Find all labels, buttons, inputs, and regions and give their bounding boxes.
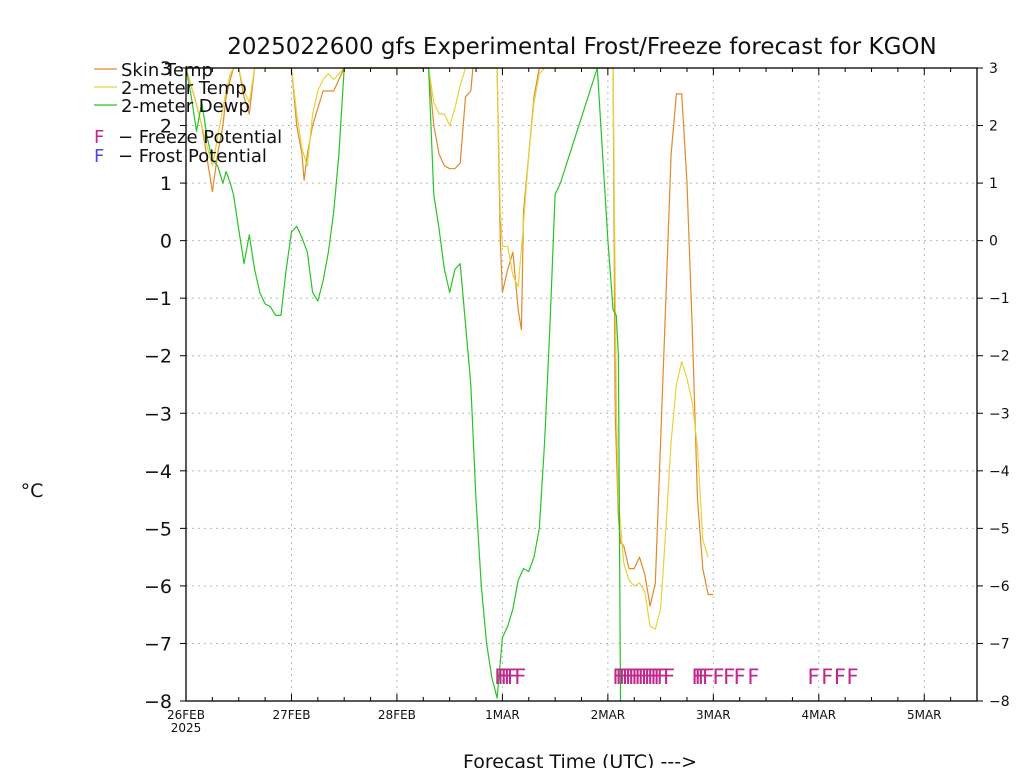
chart-title: 2025022600 gfs Experimental Frost/Freeze… bbox=[227, 34, 936, 60]
freeze-marker: F bbox=[638, 665, 650, 689]
x-tick-year-label: 2025 bbox=[171, 721, 202, 735]
freeze-marker: F bbox=[834, 665, 846, 689]
freeze-marker: F bbox=[713, 665, 725, 689]
series-line-2-meter-temp bbox=[185, 67, 709, 630]
legend-marker-glyph: F bbox=[94, 127, 104, 148]
y-tick-label-right: 1 bbox=[989, 176, 998, 192]
x-tick-label: 2MAR bbox=[591, 708, 626, 722]
x-tick-label: 27FEB bbox=[272, 708, 310, 722]
freeze-marker: F bbox=[622, 665, 634, 689]
legend-marker-label: − Freeze Potential bbox=[118, 127, 282, 148]
y-tick-label-left: −4 bbox=[144, 461, 172, 483]
freeze-marker: F bbox=[641, 665, 653, 689]
x-tick-label: 3MAR bbox=[696, 708, 731, 722]
freeze-marker: F bbox=[644, 665, 656, 689]
freeze-marker: F bbox=[695, 665, 707, 689]
freeze-marker: F bbox=[747, 665, 759, 689]
freeze-marker: F bbox=[653, 665, 665, 689]
x-axis: 26FEB 27FEB 28FEB 1MAR 2MAR 3MAR 4MAR 5MAR 2025 bbox=[167, 68, 952, 735]
freeze-marker: F bbox=[657, 665, 669, 689]
freeze-marker: F bbox=[847, 665, 859, 689]
freeze-marker: F bbox=[625, 665, 637, 689]
x-tick-label: 5MAR bbox=[907, 708, 942, 722]
y-tick-label-left: −7 bbox=[144, 633, 172, 655]
x-tick-label: 4MAR bbox=[802, 708, 837, 722]
legend-label: Skin Temp bbox=[121, 60, 213, 81]
y-tick-label-left: 2 bbox=[160, 116, 172, 138]
y-tick-label-right: −3 bbox=[989, 406, 1010, 422]
freeze-marker: F bbox=[501, 665, 513, 689]
y-tick-label-right: 0 bbox=[989, 234, 998, 250]
x-tick-label: 26FEB bbox=[167, 708, 205, 722]
y-axis-left: 3 2 1 0 −1 −2 −3 −4 −5 −6 −7 −8 bbox=[144, 58, 186, 713]
freeze-marker: F bbox=[514, 665, 526, 689]
freeze-marker: F bbox=[698, 665, 710, 689]
freeze-marker: F bbox=[628, 665, 640, 689]
y-tick-label-left: 0 bbox=[160, 231, 172, 253]
y-tick-label-right: −7 bbox=[989, 636, 1010, 652]
y-tick-label-right: −6 bbox=[989, 579, 1010, 595]
y-axis-right: 3 2 1 0 −1 −2 −3 −4 −5 −6 −7 −8 bbox=[977, 61, 1010, 710]
y-tick-label-left: −2 bbox=[144, 346, 172, 368]
freeze-marker: F bbox=[807, 665, 819, 689]
freeze-marker: F bbox=[497, 665, 509, 689]
freeze-marker: F bbox=[663, 665, 675, 689]
y-tick-label-right: −1 bbox=[989, 291, 1010, 307]
freeze-marker: F bbox=[494, 665, 506, 689]
freeze-marker: F bbox=[612, 665, 624, 689]
y-tick-label-left: −3 bbox=[144, 403, 172, 425]
legend-label: 2-meter Temp bbox=[121, 78, 247, 99]
x-tick-label: 28FEB bbox=[378, 708, 416, 722]
freeze-marker: F bbox=[631, 665, 643, 689]
series-line-skin-temp bbox=[185, 67, 714, 607]
x-axis-label: Forecast Time (UTC) ---> bbox=[463, 751, 697, 768]
y-tick-label-left: 3 bbox=[160, 58, 172, 80]
freeze-marker: F bbox=[619, 665, 631, 689]
y-tick-label-right: −5 bbox=[989, 521, 1010, 537]
freeze-marker: F bbox=[507, 665, 519, 689]
y-tick-label-right: −2 bbox=[989, 349, 1010, 365]
y-tick-label-right: −4 bbox=[989, 464, 1010, 480]
y-tick-label-left: −1 bbox=[144, 288, 172, 310]
y-tick-label-left: −5 bbox=[144, 518, 172, 540]
freeze-marker: F bbox=[616, 665, 628, 689]
legend-marker-glyph: F bbox=[94, 146, 104, 167]
y-tick-label-left: −6 bbox=[144, 576, 172, 598]
legend-marker-label: − Frost Potential bbox=[118, 146, 267, 167]
y-tick-label-left: −8 bbox=[144, 691, 172, 713]
y-tick-label-right: 3 bbox=[989, 61, 998, 77]
freeze-marker: F bbox=[734, 665, 746, 689]
y-axis-label: °C bbox=[21, 480, 44, 502]
legend-label: 2-meter Dewp bbox=[121, 96, 250, 117]
freeze-marker: F bbox=[647, 665, 659, 689]
freeze-marker: F bbox=[702, 665, 714, 689]
y-tick-label-right: −8 bbox=[989, 694, 1010, 710]
freeze-marker: F bbox=[821, 665, 833, 689]
freeze-marker: F bbox=[504, 665, 516, 689]
freeze-marker: F bbox=[650, 665, 662, 689]
y-tick-label-left: 1 bbox=[160, 173, 172, 195]
y-tick-label-right: 2 bbox=[989, 119, 998, 135]
x-tick-label: 1MAR bbox=[485, 708, 520, 722]
freeze-marker: F bbox=[691, 665, 703, 689]
freeze-marker: F bbox=[723, 665, 735, 689]
freeze-marker: F bbox=[635, 665, 647, 689]
